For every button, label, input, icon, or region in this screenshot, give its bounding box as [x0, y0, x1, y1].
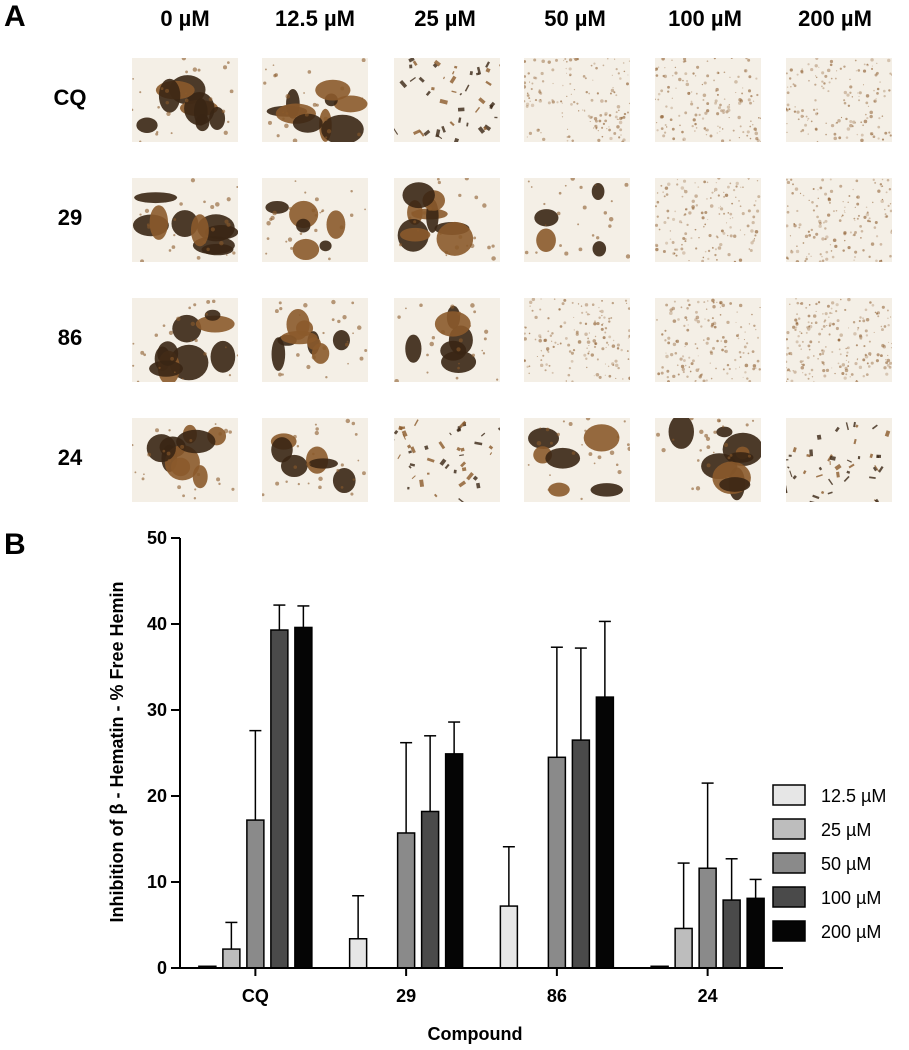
micrograph-thumb: [524, 418, 630, 502]
column-header-0: 0 µM: [160, 6, 210, 31]
x-tick-label: CQ: [242, 986, 269, 1006]
micrograph-thumb: [655, 418, 761, 502]
bar: [499, 905, 519, 969]
micrograph-thumb: [394, 298, 500, 382]
micrograph-thumb: [786, 298, 892, 382]
micrograph-thumb: [262, 298, 368, 382]
micrograph-thumb: [655, 178, 761, 262]
bar: [270, 629, 289, 969]
micrograph-thumb: [655, 58, 761, 142]
legend-swatch: [772, 818, 806, 840]
x-tick-label: 29: [396, 986, 416, 1006]
bar: [420, 810, 440, 969]
y-tick-label: 20: [147, 786, 167, 806]
micrograph-thumb: [132, 178, 238, 262]
row-label-2: 86: [57, 325, 83, 350]
bar: [674, 927, 693, 969]
panel-a-letter: A: [4, 0, 26, 33]
bar: [547, 756, 567, 969]
y-tick-label: 50: [147, 528, 167, 548]
legend-swatch: [772, 920, 806, 942]
micrograph-thumb: [132, 418, 238, 502]
micrograph-thumb: [394, 418, 500, 502]
bar: [294, 626, 313, 969]
bar: [348, 938, 368, 969]
legend-swatch: [772, 886, 806, 908]
y-tick-label: 30: [147, 700, 167, 720]
bar: [571, 739, 591, 969]
x-tick-label: 86: [547, 986, 567, 1006]
micrograph-thumb: [524, 58, 630, 142]
micrograph-thumb: [786, 178, 892, 262]
column-header-2: 25 µM: [414, 6, 476, 31]
column-header-3: 50 µM: [544, 6, 606, 31]
y-tick-label: 40: [147, 614, 167, 634]
legend-label: 25 µM: [821, 820, 871, 840]
y-axis-title: Inhibition of β - Hematin - % Free Hemin: [107, 582, 127, 923]
bar: [444, 753, 464, 969]
micrograph-thumb: [524, 298, 630, 382]
micrograph-thumb: [655, 298, 761, 382]
micrograph-thumb: [262, 178, 368, 262]
legend-swatch: [772, 784, 806, 806]
bar: [698, 867, 717, 969]
column-header-4: 100 µM: [668, 6, 742, 31]
legend-label: 50 µM: [821, 854, 871, 874]
column-header-1: 12.5 µM: [275, 6, 355, 31]
axes-layer: CQ 29 86 24 0 10 20 30 40 50: [147, 528, 783, 1006]
panel-b-letter: B: [4, 528, 26, 561]
x-tick-label: 24: [698, 986, 718, 1006]
legend-label: 12.5 µM: [821, 786, 886, 806]
bars-layer: [198, 604, 765, 969]
micrograph-thumb: [786, 58, 892, 142]
row-label-0: CQ: [53, 85, 87, 110]
bar: [222, 948, 241, 969]
row-label-3: 24: [57, 445, 83, 470]
micrograph-thumb: [262, 418, 368, 502]
y-tick-label: 10: [147, 872, 167, 892]
x-axis-title: Compound: [428, 1024, 523, 1044]
legend-label: 100 µM: [821, 888, 881, 908]
micrograph-thumb: [786, 418, 892, 502]
legend-swatch: [772, 852, 806, 874]
row-label-1: 29: [57, 205, 83, 230]
y-tick-label: 0: [157, 958, 167, 978]
bar: [246, 819, 265, 969]
column-header-5: 200 µM: [798, 6, 872, 31]
micrograph-thumb: [524, 178, 630, 262]
bar: [722, 899, 741, 969]
bar: [396, 832, 416, 969]
bar: [746, 897, 765, 969]
legend-layer: 12.5 µM 25 µM 50 µM 100 µM 200 µM: [772, 784, 886, 942]
micrograph-thumb: [394, 58, 500, 142]
legend-label: 200 µM: [821, 922, 881, 942]
micrograph-thumb: [132, 298, 238, 382]
micrograph-thumb: [262, 58, 368, 142]
bar: [595, 696, 615, 969]
micrograph-thumb: [132, 58, 238, 142]
micrograph-thumb: [394, 178, 500, 262]
